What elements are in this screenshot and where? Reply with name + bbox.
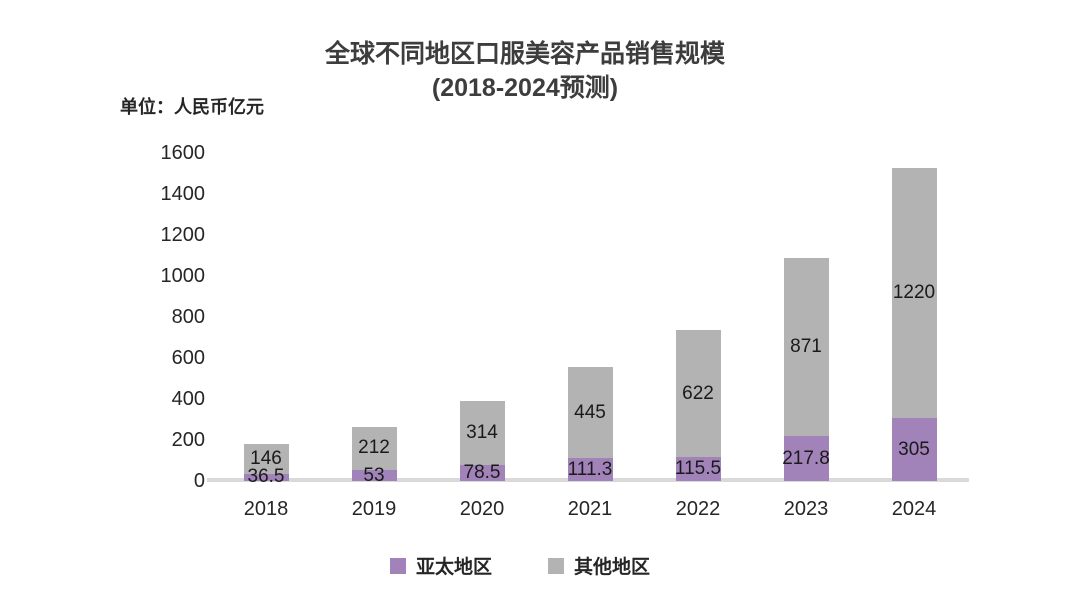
legend-label: 其他地区 xyxy=(574,557,651,578)
bar-segment-other xyxy=(675,329,721,458)
legend-item: 其他地区 xyxy=(548,552,650,579)
x-axis-label: 2022 xyxy=(675,498,721,520)
chart-subtitle: (2018-2024预测) xyxy=(431,74,619,102)
bar-value-label-other: 871 xyxy=(790,336,822,358)
y-tick-label: 1400 xyxy=(160,183,206,205)
bar-segment-other xyxy=(783,257,829,437)
y-tick-label: 1000 xyxy=(160,265,206,287)
bar-segment-apac xyxy=(567,458,613,481)
bar-segment-other xyxy=(891,168,937,419)
y-tick-label: 200 xyxy=(171,429,205,451)
y-tick-label: 400 xyxy=(171,388,205,410)
bar-segment-other xyxy=(459,400,505,465)
bar-value-label-other: 314 xyxy=(466,421,498,443)
y-tick-label: 1200 xyxy=(160,224,206,246)
bar-segment-apac xyxy=(243,473,289,481)
bar-value-label-apac: 111.3 xyxy=(567,458,613,480)
chart-title: 全球不同地区口服美容产品销售规模 xyxy=(324,40,725,68)
bar-value-label-apac: 36.5 xyxy=(247,466,285,488)
bar-value-label-other: 622 xyxy=(682,382,714,404)
x-axis-label: 2018 xyxy=(243,498,289,520)
x-axis-label: 2019 xyxy=(351,498,397,520)
legend-item: 亚太地区 xyxy=(389,552,492,579)
bar-segment-other xyxy=(243,443,289,474)
legend-swatch xyxy=(548,557,564,574)
legend: 亚太地区 其他地区 xyxy=(0,552,1040,579)
y-tick-label: 600 xyxy=(171,347,205,369)
bar-value-label-other: 212 xyxy=(358,437,390,459)
bar-segment-apac xyxy=(459,464,505,481)
y-tick-label: 800 xyxy=(171,306,205,328)
bar-value-label-apac: 305 xyxy=(898,438,930,460)
bar-segment-other xyxy=(351,426,397,471)
bar-segment-apac xyxy=(891,418,937,481)
bar-segment-apac xyxy=(675,457,721,481)
bar-value-label-apac: 53 xyxy=(363,464,385,486)
bar-value-label-apac: 78.5 xyxy=(463,461,501,483)
x-axis-label: 2021 xyxy=(567,498,613,520)
x-axis-label: 2024 xyxy=(891,498,937,520)
y-tick-label: 1600 xyxy=(160,142,206,164)
bar-value-label-other: 445 xyxy=(574,401,606,423)
x-axis-label: 2023 xyxy=(783,498,829,520)
bar-segment-other xyxy=(567,366,613,459)
bar-value-label-other: 146 xyxy=(250,447,282,469)
legend-swatch xyxy=(389,557,406,574)
x-axis-label: 2020 xyxy=(459,498,505,520)
bar-value-label-apac: 217.8 xyxy=(782,447,830,469)
bar-value-label-apac: 115.5 xyxy=(674,458,722,480)
bar-value-label-other: 1220 xyxy=(892,282,936,304)
y-tick-label: 0 xyxy=(193,470,205,492)
legend-label: 亚太地区 xyxy=(415,557,492,578)
bar-segment-apac xyxy=(783,436,829,481)
unit-label: 单位：人民币亿元 xyxy=(120,97,264,117)
bar-segment-apac xyxy=(351,470,397,481)
